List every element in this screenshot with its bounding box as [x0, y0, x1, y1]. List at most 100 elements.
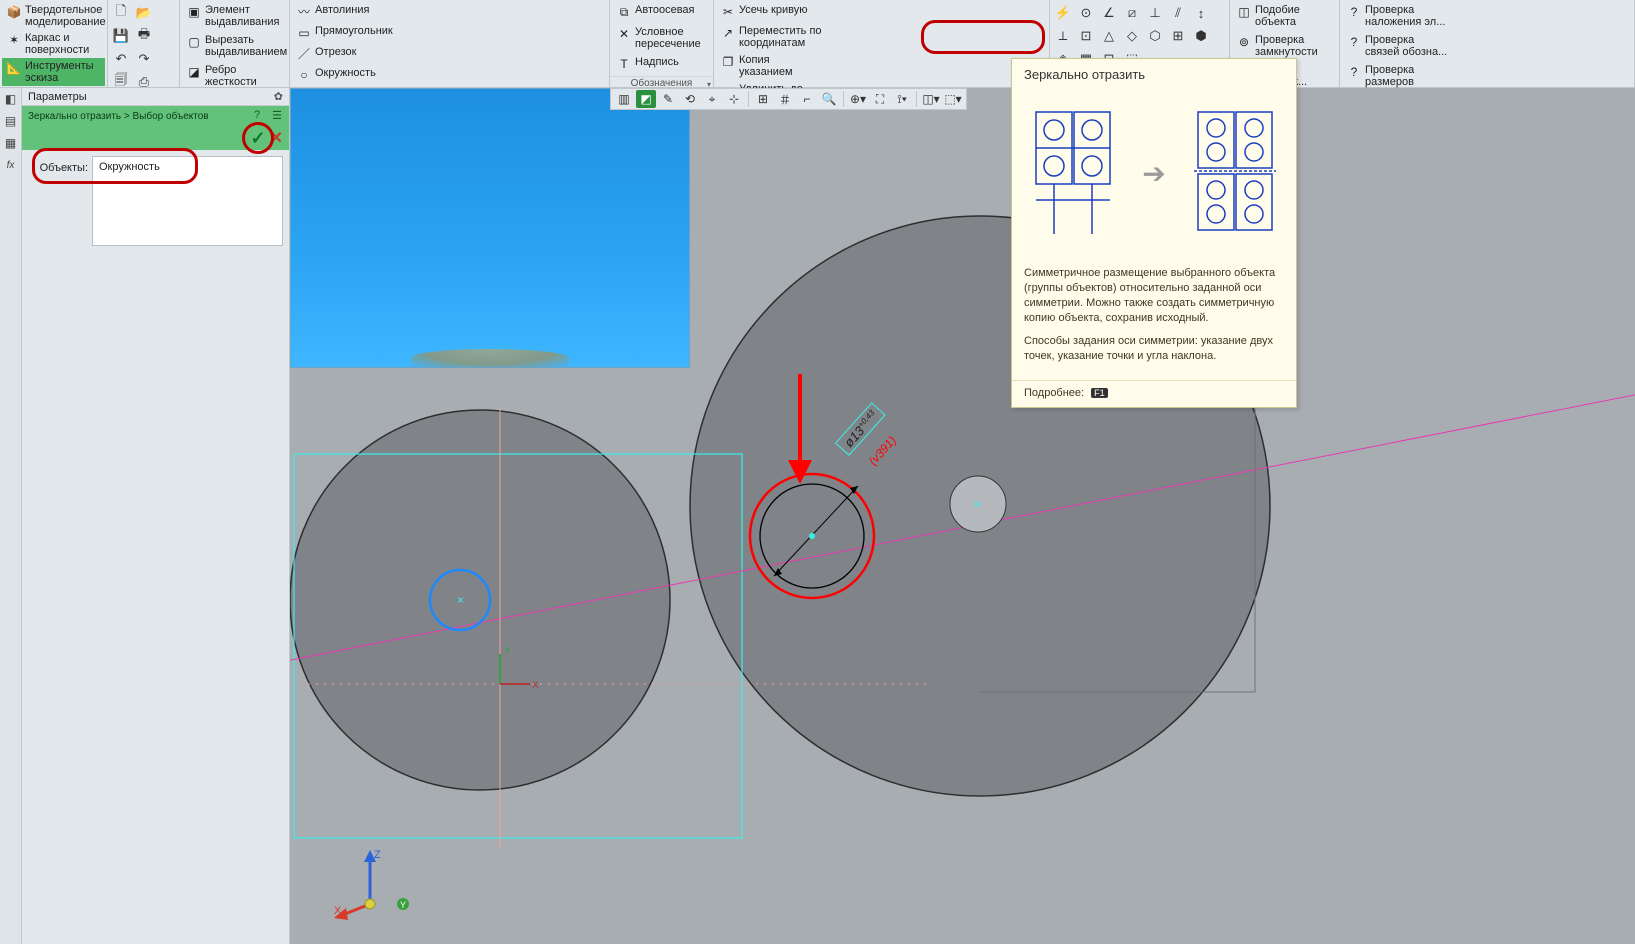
crumb-help-icon[interactable]: ? — [249, 107, 265, 123]
params-gear-icon[interactable]: ✿ — [274, 90, 283, 103]
links-icon: ? — [1346, 34, 1362, 50]
label: Окружность — [315, 67, 376, 79]
open-icon[interactable]: 📂 — [133, 2, 155, 24]
cut-extrude-button[interactable]: ▢Вырезать выдавливанием — [182, 32, 287, 60]
strip-grid-icon[interactable]: ▦ — [2, 134, 20, 152]
c14-icon[interactable]: ⬢ — [1190, 25, 1212, 47]
vt-2-icon[interactable]: ◩ — [636, 90, 656, 108]
rectangle-button[interactable]: ▭Прямоугольник — [292, 23, 411, 43]
tooltip-body2: Способы задания оси симметрии: указание … — [1024, 334, 1284, 364]
c12-icon[interactable]: ⬡ — [1144, 25, 1166, 47]
check-dims-button[interactable]: ?Проверка размеров — [1342, 62, 1632, 90]
move-icon: ↗ — [720, 25, 736, 41]
f1-key-icon: F1 — [1091, 388, 1108, 398]
check-links-button[interactable]: ?Проверка связей обозна... — [1342, 32, 1632, 60]
c3-icon[interactable]: ∠ — [1098, 2, 1120, 24]
c10-icon[interactable]: △ — [1098, 25, 1120, 47]
disc-left[interactable] — [290, 410, 670, 790]
label: Проверка связей обозна... — [1365, 34, 1451, 58]
c4-icon[interactable]: ⧄ — [1121, 2, 1143, 24]
circle-button[interactable]: ○Окружность — [292, 65, 411, 85]
right-center-mark: × — [973, 496, 981, 512]
similar-button[interactable]: ◫Подобие объекта — [1232, 2, 1337, 30]
label: Отрезок — [315, 46, 356, 58]
wireframe-surfaces-button[interactable]: ✶Каркас и поверхности — [2, 30, 105, 58]
vt-12-icon[interactable]: ⛶ — [870, 90, 890, 108]
svg-text:X: X — [334, 905, 342, 917]
mesh-icon: ✶ — [6, 32, 22, 48]
param-objects-value: Окружность — [99, 161, 160, 173]
ribbon: 📦Твердотельное моделирование ✶Каркас и п… — [0, 0, 1635, 88]
ribbon-group-modes: 📦Твердотельное моделирование ✶Каркас и п… — [0, 0, 108, 88]
vt-9-icon[interactable]: ⌐ — [797, 90, 817, 108]
strip-tree-icon[interactable]: ▤ — [2, 112, 20, 130]
c8-icon[interactable]: ⟂ — [1052, 25, 1074, 47]
label: Переместить по координатам — [739, 25, 825, 49]
ribbon-group-geometry: 〰Автолиния ▭Прямоугольник ／Отрезок ○Окру… — [290, 0, 610, 88]
c13-icon[interactable]: ⊞ — [1167, 25, 1189, 47]
vt-8-icon[interactable]: ＃ — [775, 90, 795, 108]
vt-15-icon[interactable]: ⬚▾ — [943, 90, 963, 108]
text-icon: T — [616, 56, 632, 72]
c1-icon[interactable]: ⚡ — [1052, 2, 1074, 24]
vt-1-icon[interactable]: ▥ — [614, 90, 634, 108]
left-strip: ◧ ▤ ▦ fx — [0, 88, 22, 944]
dims-icon: ? — [1346, 64, 1362, 80]
save-icon[interactable]: 💾 — [110, 25, 132, 47]
text-button[interactable]: TНадпись — [612, 54, 711, 74]
vt-6-icon[interactable]: ⊹ — [724, 90, 744, 108]
viewport[interactable]: ▥ ◩ ✎ ⟲ ⌖ ⊹ ⊞ ＃ ⌐ 🔍 ⊕▾ ⛶ ⟟▾ ◫▾ ⬚▾ — [290, 88, 1635, 944]
rib-button[interactable]: ◪Ребро жесткости — [182, 62, 287, 90]
redo-icon[interactable]: ↷ — [133, 48, 155, 70]
params-breadcrumb: Зеркально отразить > Выбор объектов ? ☰ — [22, 106, 289, 126]
check-overlap-button[interactable]: ?Проверка наложения эл... — [1342, 2, 1632, 30]
extrude-button[interactable]: ▣Элемент выдавливания — [182, 2, 287, 30]
vt-5-icon[interactable]: ⌖ — [702, 90, 722, 108]
vt-11-icon[interactable]: ⊕▾ — [848, 90, 868, 108]
c7-icon[interactable]: ↕ — [1190, 2, 1212, 24]
navigator-thumbnail[interactable] — [290, 88, 690, 368]
vt-3-icon[interactable]: ✎ — [658, 90, 678, 108]
crumb-text: Зеркально отразить > Выбор объектов — [28, 111, 209, 122]
cond-intersect-button[interactable]: ✕Условное пересечение — [612, 24, 711, 52]
svg-text:Y: Y — [504, 646, 511, 657]
crumb-tree-icon[interactable]: ☰ — [269, 107, 285, 123]
solid-modeling-button[interactable]: 📦Твердотельное моделирование — [2, 2, 105, 30]
svg-text:Z: Z — [374, 849, 381, 861]
label: Прямоугольник — [315, 25, 393, 37]
auto-axis-button[interactable]: ⧉Автоосевая — [612, 2, 711, 22]
extrude-icon: ▣ — [186, 4, 202, 20]
params-title-bar: Параметры ✿ — [22, 88, 289, 106]
label: Инструменты эскиза — [25, 60, 101, 84]
c5-icon[interactable]: ⊥ — [1144, 2, 1166, 24]
undo-icon[interactable]: ↶ — [110, 48, 132, 70]
move-xy-button[interactable]: ↗Переместить по координатам — [716, 23, 829, 51]
strip-panel-icon[interactable]: ◧ — [2, 90, 20, 108]
checkclosed-icon: ⊚ — [1236, 34, 1252, 50]
tooltip-body1: Симметричное размещение выбранного объек… — [1024, 266, 1284, 326]
c2-icon[interactable]: ⊙ — [1075, 2, 1097, 24]
trim-button[interactable]: ✂Усечь кривую — [716, 2, 829, 22]
confirm-cancel-button[interactable]: ✕ — [270, 128, 283, 148]
copy-button[interactable]: ❐Копия указанием — [716, 52, 829, 80]
param-objects-label: Объекты: — [28, 156, 88, 174]
vt-4-icon[interactable]: ⟲ — [680, 90, 700, 108]
c11-icon[interactable]: ◇ — [1121, 25, 1143, 47]
c9-icon[interactable]: ⊡ — [1075, 25, 1097, 47]
vt-14-icon[interactable]: ◫▾ — [921, 90, 941, 108]
autoline-button[interactable]: 〰Автолиния — [292, 2, 411, 22]
sketch-tools-button[interactable]: 📐Инструменты эскиза — [2, 58, 105, 86]
strip-fx-icon[interactable]: fx — [2, 156, 20, 174]
vt-10-icon[interactable]: 🔍 — [819, 90, 839, 108]
label: Твердотельное моделирование — [25, 4, 105, 28]
confirm-ok-button[interactable]: ✓ — [251, 128, 266, 149]
param-objects-field[interactable]: Окружность — [92, 156, 283, 246]
new-icon[interactable]: 🗋 — [110, 2, 132, 24]
print-icon[interactable]: 🖶 — [133, 25, 155, 47]
rib-icon: ◪ — [186, 64, 202, 80]
c6-icon[interactable]: ⫽ — [1167, 2, 1189, 24]
segment-button[interactable]: ／Отрезок — [292, 44, 411, 64]
vt-7-icon[interactable]: ⊞ — [753, 90, 773, 108]
label: Ребро жесткости — [205, 64, 283, 88]
vt-13-icon[interactable]: ⟟▾ — [892, 90, 912, 108]
